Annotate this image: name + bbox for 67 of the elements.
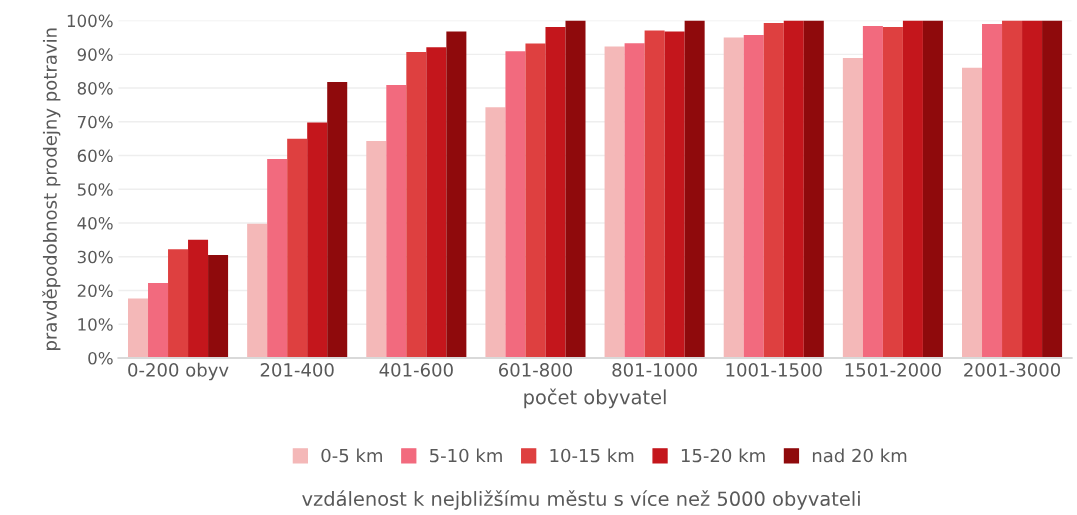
bar	[763, 22, 784, 358]
bar	[902, 20, 923, 358]
bar	[862, 26, 883, 358]
y-tick-label: 30%	[77, 250, 113, 264]
bar	[287, 138, 308, 358]
legend-label: nad 20 km	[812, 448, 907, 463]
bar	[842, 58, 863, 358]
x-tick-label: 801-1000	[612, 363, 697, 377]
y-tick-label: 100%	[67, 14, 113, 28]
bar	[962, 67, 983, 358]
bar	[148, 283, 169, 358]
y-tick-label: 10%	[78, 318, 113, 331]
x-tick-label: 0-200 obyv	[128, 362, 229, 381]
x-tick-label: 201-400	[260, 363, 334, 377]
legend-label: 10-15 km	[550, 448, 634, 463]
bar	[128, 298, 149, 358]
bar	[684, 20, 705, 358]
y-tick-label: 60%	[77, 149, 113, 163]
bar	[426, 47, 447, 358]
bar	[743, 35, 764, 358]
bar	[188, 239, 209, 358]
bar	[723, 37, 744, 358]
bar	[446, 31, 467, 358]
legend-label: 5-10 km	[430, 448, 502, 463]
bar	[1042, 20, 1063, 358]
bar	[386, 85, 407, 358]
legend-label: 0-5 km	[321, 448, 382, 463]
x-tick-label: 1501-2000	[845, 363, 941, 377]
bar	[307, 122, 328, 358]
y-tick-label: 0%	[88, 351, 113, 365]
y-tick-label: 70%	[77, 115, 113, 129]
x-tick-label: 401-600	[379, 363, 453, 377]
bar	[882, 27, 903, 358]
y-tick-label: 90%	[77, 48, 113, 61]
y-tick-label: 20%	[77, 284, 113, 298]
bar	[982, 23, 1003, 358]
bar	[485, 107, 506, 358]
bar	[803, 20, 824, 358]
bar	[505, 51, 526, 358]
bar	[1022, 20, 1043, 358]
y-tick-label: 80%	[77, 82, 113, 95]
bar	[406, 51, 427, 358]
bar	[545, 27, 566, 358]
x-tick-label: 1001-1500	[726, 363, 822, 377]
x-axis-title: počet obyvatel	[524, 388, 666, 409]
legend-title: vzdálenost k nejbližšímu městu s více než 5000 obyvateli	[302, 490, 860, 510]
y-tick-label: 50%	[77, 183, 113, 196]
bar	[327, 81, 348, 358]
bar	[247, 223, 268, 358]
bar	[624, 43, 645, 358]
bar	[525, 43, 546, 358]
bar	[1002, 20, 1023, 358]
bar	[783, 20, 804, 358]
bar	[267, 158, 288, 358]
y-axis-title: pravděpodobnost prodejny potravin	[42, 28, 61, 350]
bar	[366, 141, 387, 358]
bar	[604, 46, 625, 358]
x-tick-label: 601-800	[499, 363, 572, 377]
y-tick-label: 40%	[77, 216, 113, 230]
legend-label: 15-20 km	[681, 448, 765, 463]
bar	[565, 20, 586, 358]
bar	[644, 30, 665, 358]
x-tick-label: 2001-3000	[964, 363, 1061, 377]
bar	[208, 255, 229, 358]
bar	[664, 31, 685, 358]
bar	[168, 249, 189, 358]
bar	[922, 20, 943, 358]
